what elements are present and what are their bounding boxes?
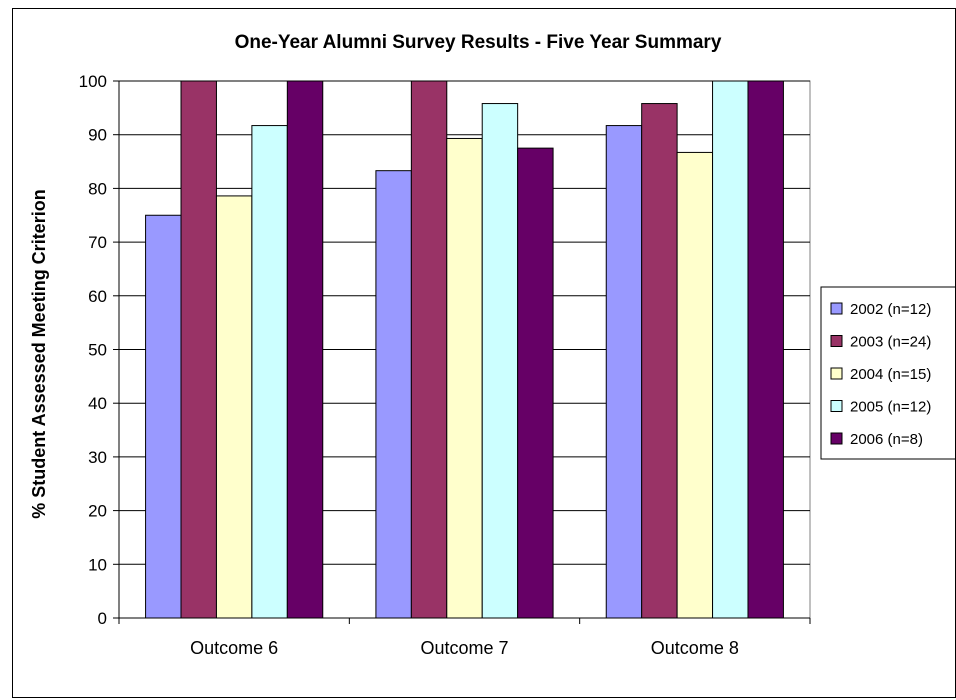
bars <box>145 80 784 619</box>
y-tick-label: 60 <box>88 287 107 306</box>
legend-label: 2003 (n=24) <box>850 334 931 351</box>
y-tick-label: 70 <box>88 233 107 252</box>
y-tick-label: 80 <box>88 179 107 198</box>
legend-swatch <box>830 367 843 380</box>
legend-label: 2002 (n=12) <box>850 301 931 318</box>
bar <box>410 80 448 619</box>
bar <box>251 125 288 619</box>
bar <box>145 214 182 619</box>
legend-swatch <box>830 400 843 412</box>
y-tick-label: 40 <box>88 394 107 413</box>
x-tick-label: Outcome 7 <box>420 638 508 658</box>
bar <box>712 80 749 619</box>
bar-chart: One-Year Alumni Survey Results - Five Ye… <box>29 32 955 658</box>
legend-box <box>820 286 955 460</box>
x-tick-label: Outcome 8 <box>651 638 739 658</box>
legend-label: 2006 (n=8) <box>850 431 923 448</box>
y-tick-label: 90 <box>88 126 107 145</box>
bar <box>215 195 253 619</box>
legend-swatch <box>830 302 843 315</box>
y-tick-label: 10 <box>88 555 107 574</box>
y-tick-label: 100 <box>79 72 107 91</box>
bar <box>286 80 324 619</box>
chart-area: One-Year Alumni Survey Results - Five Ye… <box>12 8 956 698</box>
legend-label: 2005 (n=12) <box>850 399 931 416</box>
legend-swatch <box>830 432 843 445</box>
y-tick-label: 30 <box>88 448 107 467</box>
chart-title: One-Year Alumni Survey Results - Five Ye… <box>235 32 722 53</box>
legend: 2002 (n=12) 2003 (n=24) 2004 (n=15) 2005 (n… <box>820 286 955 460</box>
y-tick-label: 0 <box>98 609 107 628</box>
bar <box>375 170 412 619</box>
y-tick-label: 20 <box>88 502 107 521</box>
bar <box>481 103 519 619</box>
legend-label: 2004 (n=15) <box>850 366 931 383</box>
bar <box>446 137 483 619</box>
bar <box>641 103 678 619</box>
bar <box>605 125 643 619</box>
bar <box>747 80 784 619</box>
y-axis-label: % Student Assessed Meeting Criterion <box>29 189 49 518</box>
bar <box>517 147 554 619</box>
x-tick-label: Outcome 6 <box>190 638 278 658</box>
y-tick-label: 50 <box>88 341 107 360</box>
bar <box>180 80 217 619</box>
bar <box>676 151 714 619</box>
axes: 0 10 20 30 40 50 60 70 80 90 100 Outcome 6 Outcome 7… <box>79 72 811 658</box>
legend-swatch <box>830 335 843 347</box>
